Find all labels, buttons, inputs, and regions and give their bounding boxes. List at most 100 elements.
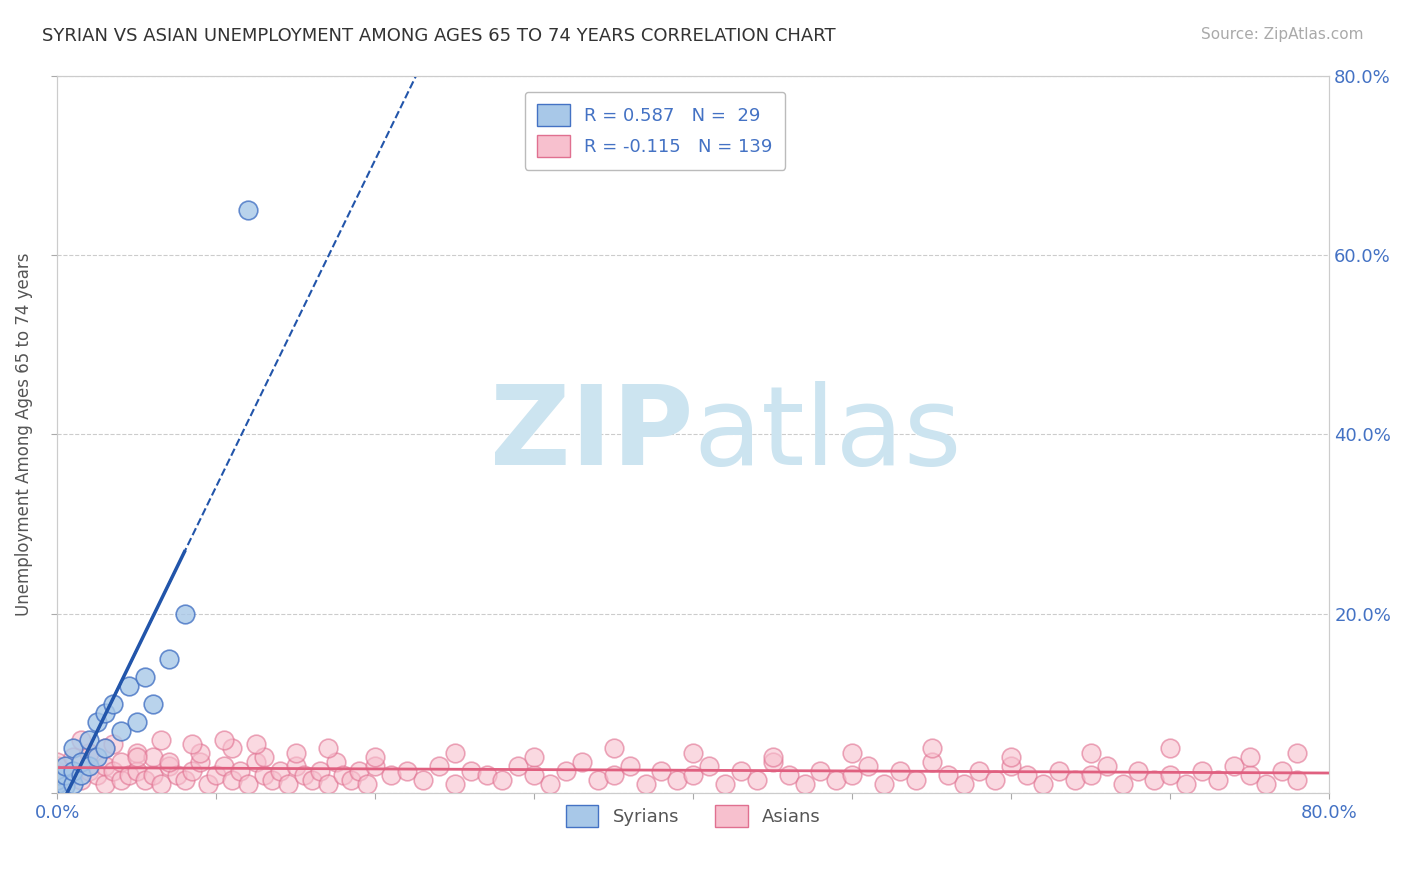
Point bbox=[364, 759, 387, 773]
Point bbox=[110, 723, 132, 738]
Point bbox=[412, 772, 434, 787]
Point bbox=[349, 764, 371, 778]
Point bbox=[94, 759, 117, 773]
Point bbox=[936, 768, 959, 782]
Point bbox=[260, 772, 283, 787]
Point bbox=[62, 764, 84, 778]
Point bbox=[1159, 741, 1181, 756]
Point bbox=[277, 777, 299, 791]
Point bbox=[1286, 772, 1309, 787]
Point bbox=[86, 714, 108, 729]
Point bbox=[1206, 772, 1229, 787]
Point bbox=[873, 777, 896, 791]
Point bbox=[325, 755, 347, 769]
Point bbox=[62, 777, 84, 791]
Point bbox=[101, 764, 124, 778]
Point bbox=[269, 764, 291, 778]
Point bbox=[952, 777, 974, 791]
Point bbox=[380, 768, 402, 782]
Point bbox=[571, 755, 593, 769]
Point bbox=[142, 697, 165, 711]
Point bbox=[53, 759, 76, 773]
Point bbox=[778, 768, 800, 782]
Point bbox=[316, 741, 339, 756]
Point bbox=[762, 750, 785, 764]
Point bbox=[316, 777, 339, 791]
Point bbox=[221, 741, 243, 756]
Point bbox=[46, 786, 69, 800]
Point bbox=[730, 764, 752, 778]
Point bbox=[125, 764, 148, 778]
Point bbox=[46, 759, 69, 773]
Point bbox=[46, 781, 69, 796]
Point bbox=[46, 783, 69, 797]
Point bbox=[396, 764, 419, 778]
Point bbox=[308, 764, 330, 778]
Point bbox=[86, 750, 108, 764]
Text: atlas: atlas bbox=[693, 381, 962, 488]
Point bbox=[340, 772, 363, 787]
Point bbox=[212, 759, 235, 773]
Point bbox=[284, 759, 307, 773]
Point bbox=[118, 768, 141, 782]
Point bbox=[1223, 759, 1246, 773]
Point bbox=[46, 772, 69, 787]
Point bbox=[984, 772, 1007, 787]
Point bbox=[619, 759, 641, 773]
Point bbox=[110, 772, 132, 787]
Point bbox=[1095, 759, 1118, 773]
Point bbox=[1175, 777, 1198, 791]
Point bbox=[149, 732, 172, 747]
Point bbox=[443, 777, 465, 791]
Point bbox=[212, 732, 235, 747]
Point bbox=[77, 764, 100, 778]
Point bbox=[1286, 746, 1309, 760]
Point bbox=[1032, 777, 1054, 791]
Point bbox=[697, 759, 720, 773]
Point bbox=[53, 779, 76, 793]
Point bbox=[149, 777, 172, 791]
Point bbox=[904, 772, 927, 787]
Point bbox=[1191, 764, 1213, 778]
Point bbox=[181, 737, 204, 751]
Point bbox=[46, 779, 69, 793]
Point bbox=[245, 737, 267, 751]
Point bbox=[77, 746, 100, 760]
Point bbox=[301, 772, 323, 787]
Point bbox=[166, 768, 188, 782]
Point bbox=[1080, 768, 1102, 782]
Point bbox=[125, 714, 148, 729]
Point bbox=[475, 768, 498, 782]
Point bbox=[101, 697, 124, 711]
Point bbox=[1047, 764, 1070, 778]
Point bbox=[181, 764, 204, 778]
Text: Source: ZipAtlas.com: Source: ZipAtlas.com bbox=[1201, 27, 1364, 42]
Point bbox=[356, 777, 378, 791]
Point bbox=[1239, 750, 1261, 764]
Point bbox=[46, 755, 69, 769]
Point bbox=[538, 777, 561, 791]
Point bbox=[46, 768, 69, 782]
Point bbox=[236, 203, 259, 218]
Point bbox=[427, 759, 450, 773]
Point bbox=[508, 759, 530, 773]
Point bbox=[841, 768, 863, 782]
Point bbox=[110, 755, 132, 769]
Point bbox=[125, 746, 148, 760]
Point bbox=[62, 750, 84, 764]
Point bbox=[1080, 746, 1102, 760]
Point bbox=[173, 772, 195, 787]
Point bbox=[603, 768, 626, 782]
Point bbox=[245, 755, 267, 769]
Point bbox=[1239, 768, 1261, 782]
Point bbox=[94, 741, 117, 756]
Point bbox=[491, 772, 513, 787]
Point bbox=[221, 772, 243, 787]
Point bbox=[523, 768, 546, 782]
Point bbox=[825, 772, 848, 787]
Point bbox=[94, 777, 117, 791]
Point bbox=[284, 746, 307, 760]
Point bbox=[70, 732, 93, 747]
Point bbox=[46, 772, 69, 787]
Point bbox=[745, 772, 768, 787]
